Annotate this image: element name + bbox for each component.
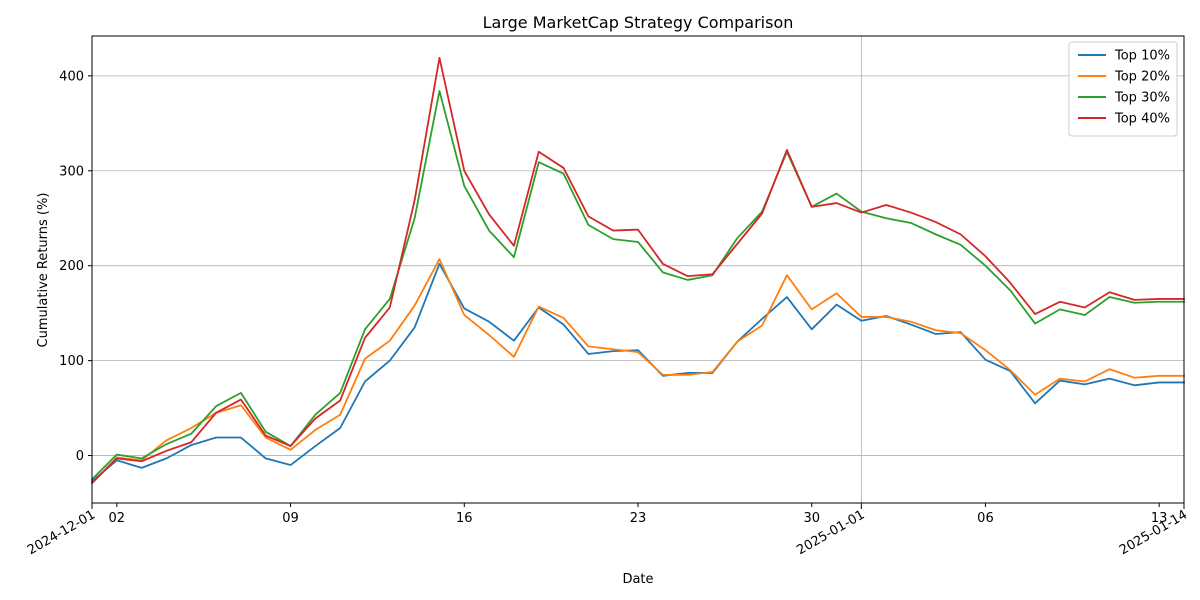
grid-lines (92, 36, 1184, 503)
series-line-4 (90, 56, 1185, 485)
x-tick-label: 23 (630, 511, 647, 526)
legend-box (1068, 41, 1178, 137)
x-tick-label: 13 (1151, 511, 1168, 526)
series-line-1 (90, 262, 1185, 483)
x-tick-label: 16 (456, 511, 473, 526)
legend: Top 10% Top 20% Top 30% Top 40% (1068, 41, 1178, 137)
x-tick-label: 02 (109, 511, 126, 526)
x-tick-label: 30 (803, 511, 820, 526)
x-tick-label: 06 (977, 511, 994, 526)
legend-label: Top 30% (1114, 91, 1170, 106)
y-tick-label: 200 (59, 259, 84, 274)
y-tick-label: 300 (59, 164, 84, 179)
legend-label: Top 20% (1114, 70, 1170, 85)
y-tick-label: 100 (59, 354, 84, 369)
series-lines (90, 56, 1185, 485)
y-tick-label: 0 (76, 449, 84, 464)
y-axis: 0 100 200 300 400 (59, 69, 92, 464)
x-axis-label: Date (622, 572, 653, 587)
series-line-3 (90, 90, 1185, 481)
legend-label: Top 10% (1114, 49, 1170, 64)
chart-title: Large MarketCap Strategy Comparison (483, 13, 794, 32)
y-tick-label: 400 (59, 69, 84, 84)
x-tick-label: 09 (282, 511, 299, 526)
legend-label: Top 40% (1114, 112, 1170, 127)
series-line-2 (90, 258, 1185, 485)
y-axis-label: Cumulative Returns (%) (36, 193, 51, 348)
